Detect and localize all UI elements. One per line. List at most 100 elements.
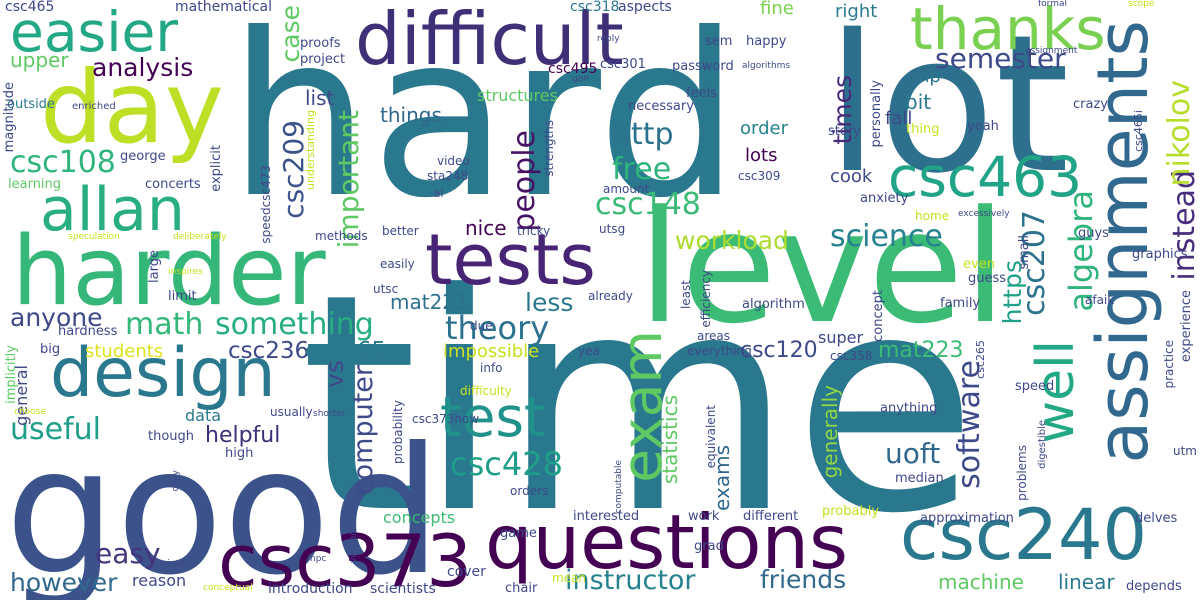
word: utsc — [373, 282, 399, 296]
word: shorter — [313, 409, 346, 419]
word: outside — [7, 97, 55, 112]
word: ever — [306, 490, 316, 511]
word: graphics — [1132, 247, 1188, 262]
word: csc373 — [218, 519, 473, 600]
word: software — [952, 360, 987, 489]
word: family — [940, 296, 981, 311]
word: delves — [1135, 511, 1178, 526]
word: gon — [572, 74, 589, 84]
word: day — [40, 49, 224, 166]
word: high — [225, 446, 254, 461]
word: csc465i — [1132, 110, 1145, 152]
word: concept — [871, 290, 886, 342]
word: inspires — [168, 267, 203, 277]
word: time — [300, 230, 978, 579]
word: depends — [1126, 579, 1182, 594]
word: csc358 — [830, 349, 873, 363]
word: george — [120, 149, 166, 164]
word: big — [40, 342, 61, 357]
word: large — [147, 250, 162, 283]
word: proofs — [300, 36, 341, 51]
word: csc463 — [888, 145, 1083, 209]
word: linear — [1058, 570, 1115, 594]
word: though — [148, 429, 195, 444]
word: speculation — [68, 232, 120, 242]
word: fine — [760, 0, 794, 19]
word: thanks — [910, 0, 1106, 63]
word: chair — [505, 581, 538, 596]
word: efficiency — [699, 270, 713, 328]
word: feels — [686, 86, 717, 101]
word: ai — [433, 186, 444, 200]
word: lots — [745, 145, 778, 166]
word: lot — [826, 0, 1070, 215]
word: csc148 — [595, 187, 701, 222]
word: guess — [968, 271, 1007, 286]
word: probability — [391, 400, 405, 465]
word: excessively — [958, 209, 1010, 219]
word: csc309 — [738, 169, 781, 183]
word: orders — [510, 484, 549, 498]
word: csc265 — [974, 340, 987, 379]
word: csc108 — [10, 145, 116, 180]
word: workload — [675, 226, 789, 255]
word: csc495 — [548, 61, 598, 77]
word: vs — [320, 360, 349, 388]
word: free — [612, 152, 672, 187]
word: deliberately — [173, 232, 227, 242]
word: nice — [465, 216, 507, 240]
word: sta248 — [427, 169, 469, 183]
word: info — [480, 361, 503, 375]
word: even — [963, 257, 995, 272]
word: equivalent — [704, 405, 718, 469]
word: difficulty — [460, 384, 512, 398]
word: magnitude — [2, 82, 17, 153]
word: things — [380, 103, 442, 127]
word: utm — [1173, 444, 1197, 458]
word: thing — [906, 122, 940, 137]
word: reply — [597, 34, 620, 44]
word: good — [5, 411, 442, 600]
word: anxiety — [860, 191, 909, 206]
word: csc318 — [570, 0, 620, 15]
word: amount — [603, 182, 650, 196]
word: list — [305, 86, 335, 110]
word: median — [895, 471, 944, 486]
word: computer — [348, 365, 379, 496]
word: structures — [477, 86, 558, 105]
word: hard — [228, 0, 740, 248]
word: easily — [380, 257, 415, 271]
word: already — [588, 289, 633, 303]
word: fall — [885, 108, 913, 129]
word: students — [85, 341, 164, 362]
word: areas — [697, 329, 731, 343]
word: utsg — [599, 222, 626, 236]
word: yea — [578, 344, 600, 358]
word: theory — [445, 309, 550, 347]
word: approximation — [920, 511, 1014, 526]
word: problems — [1015, 445, 1029, 501]
word: sem — [705, 34, 733, 49]
word: csc165 — [305, 338, 387, 364]
word: design — [50, 334, 276, 413]
word: enriched — [72, 101, 116, 112]
word: mat223 — [878, 338, 964, 363]
word: order — [740, 118, 788, 139]
word: limit — [168, 289, 197, 304]
word: tricky — [517, 224, 551, 238]
word: instructor — [565, 565, 696, 596]
word: super — [818, 328, 864, 347]
word: choose — [14, 407, 46, 417]
word: csc236 — [228, 338, 310, 364]
word: nikolov — [1162, 80, 1197, 187]
word: however — [10, 568, 118, 597]
word: mat221 — [390, 290, 468, 314]
word: yeah — [967, 119, 999, 134]
word: okay — [171, 470, 181, 492]
word: something — [215, 307, 374, 342]
word: video — [437, 154, 470, 168]
word: speed — [1015, 379, 1055, 394]
word: computable — [614, 460, 624, 514]
word: upper — [10, 48, 69, 72]
word: csc120 — [740, 338, 818, 363]
